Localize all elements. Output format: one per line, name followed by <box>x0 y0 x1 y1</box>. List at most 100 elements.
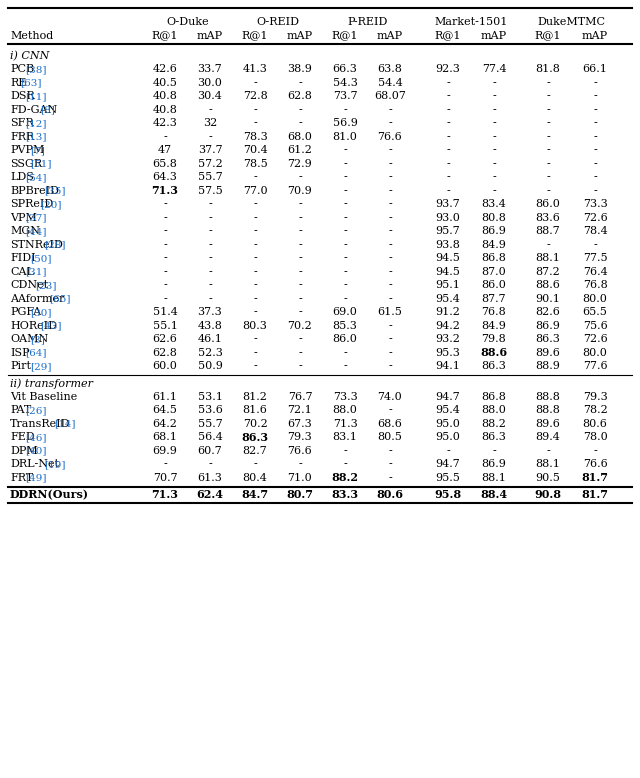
Text: P-REID: P-REID <box>348 17 388 27</box>
Text: -: - <box>208 254 212 264</box>
Text: -: - <box>253 280 257 290</box>
Text: AAformer: AAformer <box>10 294 65 304</box>
Text: 95.4: 95.4 <box>436 294 460 304</box>
Text: -: - <box>388 473 392 483</box>
Text: 61.3: 61.3 <box>198 473 223 483</box>
Text: Pirt: Pirt <box>10 362 31 371</box>
Text: 95.8: 95.8 <box>435 489 461 500</box>
Text: 89.6: 89.6 <box>536 419 561 429</box>
Text: 76.7: 76.7 <box>288 392 312 401</box>
Text: -: - <box>593 186 597 196</box>
Text: 86.3: 86.3 <box>481 433 506 443</box>
Text: 62.4: 62.4 <box>196 489 223 500</box>
Text: 42.3: 42.3 <box>152 118 177 128</box>
Text: 70.4: 70.4 <box>243 145 268 156</box>
Text: -: - <box>492 78 496 88</box>
Text: -: - <box>343 446 347 456</box>
Text: 84.7: 84.7 <box>241 489 269 500</box>
Text: 70.2: 70.2 <box>243 419 268 429</box>
Text: 77.0: 77.0 <box>243 186 268 196</box>
Text: 68.0: 68.0 <box>287 132 312 142</box>
Text: R@1: R@1 <box>152 30 179 40</box>
Text: PGFA: PGFA <box>10 307 41 317</box>
Text: 94.5: 94.5 <box>436 254 460 264</box>
Text: 83.6: 83.6 <box>536 213 561 223</box>
Text: 73.7: 73.7 <box>333 92 357 101</box>
Text: 87.0: 87.0 <box>482 267 506 277</box>
Text: 80.0: 80.0 <box>582 294 607 304</box>
Text: HOReID: HOReID <box>10 321 57 331</box>
Text: [50]: [50] <box>30 254 52 263</box>
Text: 93.7: 93.7 <box>436 199 460 209</box>
Text: -: - <box>446 118 450 128</box>
Text: -: - <box>388 105 392 115</box>
Text: -: - <box>492 446 496 456</box>
Text: OAMN: OAMN <box>10 335 48 345</box>
Text: O-Duke: O-Duke <box>166 17 209 27</box>
Text: 70.9: 70.9 <box>287 186 312 196</box>
Text: 65.8: 65.8 <box>152 159 177 169</box>
Text: -: - <box>546 186 550 196</box>
Text: 94.7: 94.7 <box>436 459 460 469</box>
Text: 94.7: 94.7 <box>436 392 460 401</box>
Text: -: - <box>298 348 302 358</box>
Text: 86.8: 86.8 <box>481 254 506 264</box>
Text: 94.5: 94.5 <box>436 267 460 277</box>
Text: -: - <box>593 145 597 156</box>
Text: 93.0: 93.0 <box>436 213 460 223</box>
Text: -: - <box>388 294 392 304</box>
Text: 40.8: 40.8 <box>152 105 177 115</box>
Text: -: - <box>492 105 496 115</box>
Text: -: - <box>546 446 550 456</box>
Text: -: - <box>253 105 257 115</box>
Text: -: - <box>163 132 167 142</box>
Text: 88.0: 88.0 <box>481 405 506 415</box>
Text: 89.6: 89.6 <box>536 348 561 358</box>
Text: mAP: mAP <box>481 30 507 40</box>
Text: 42.6: 42.6 <box>152 65 177 75</box>
Text: [63]: [63] <box>20 79 42 87</box>
Text: 64.2: 64.2 <box>152 419 177 429</box>
Text: -: - <box>253 459 257 469</box>
Text: 88.6: 88.6 <box>481 348 508 359</box>
Text: [44]: [44] <box>26 227 47 236</box>
Text: -: - <box>388 186 392 196</box>
Text: 30.0: 30.0 <box>198 78 223 88</box>
Text: 53.6: 53.6 <box>198 405 223 415</box>
Text: -: - <box>546 92 550 101</box>
Text: -: - <box>388 280 392 290</box>
Text: -: - <box>593 92 597 101</box>
Text: -: - <box>546 105 550 115</box>
Text: 92.3: 92.3 <box>436 65 460 75</box>
Text: [35]: [35] <box>45 187 66 195</box>
Text: 81.0: 81.0 <box>333 132 357 142</box>
Text: -: - <box>343 267 347 277</box>
Text: R@1: R@1 <box>535 30 561 40</box>
Text: 95.1: 95.1 <box>436 280 460 290</box>
Text: DRL-Net: DRL-Net <box>10 459 59 469</box>
Text: 84.9: 84.9 <box>481 240 506 250</box>
Text: [29]: [29] <box>30 362 52 371</box>
Text: 95.4: 95.4 <box>436 405 460 415</box>
Text: MGN: MGN <box>10 226 40 237</box>
Text: -: - <box>253 362 257 371</box>
Text: -: - <box>546 159 550 169</box>
Text: -: - <box>388 267 392 277</box>
Text: -: - <box>388 159 392 169</box>
Text: -: - <box>593 118 597 128</box>
Text: -: - <box>298 254 302 264</box>
Text: -: - <box>253 267 257 277</box>
Text: 86.9: 86.9 <box>536 321 561 331</box>
Text: -: - <box>343 199 347 209</box>
Text: [28]: [28] <box>45 240 66 250</box>
Text: 95.5: 95.5 <box>436 473 460 483</box>
Text: 77.4: 77.4 <box>482 65 506 75</box>
Text: [54]: [54] <box>26 173 47 182</box>
Text: 84.9: 84.9 <box>481 321 506 331</box>
Text: 69.9: 69.9 <box>152 446 177 456</box>
Text: 76.8: 76.8 <box>482 307 506 317</box>
Text: 88.0: 88.0 <box>333 405 357 415</box>
Text: 78.5: 78.5 <box>243 159 268 169</box>
Text: -: - <box>253 335 257 345</box>
Text: 95.0: 95.0 <box>436 419 460 429</box>
